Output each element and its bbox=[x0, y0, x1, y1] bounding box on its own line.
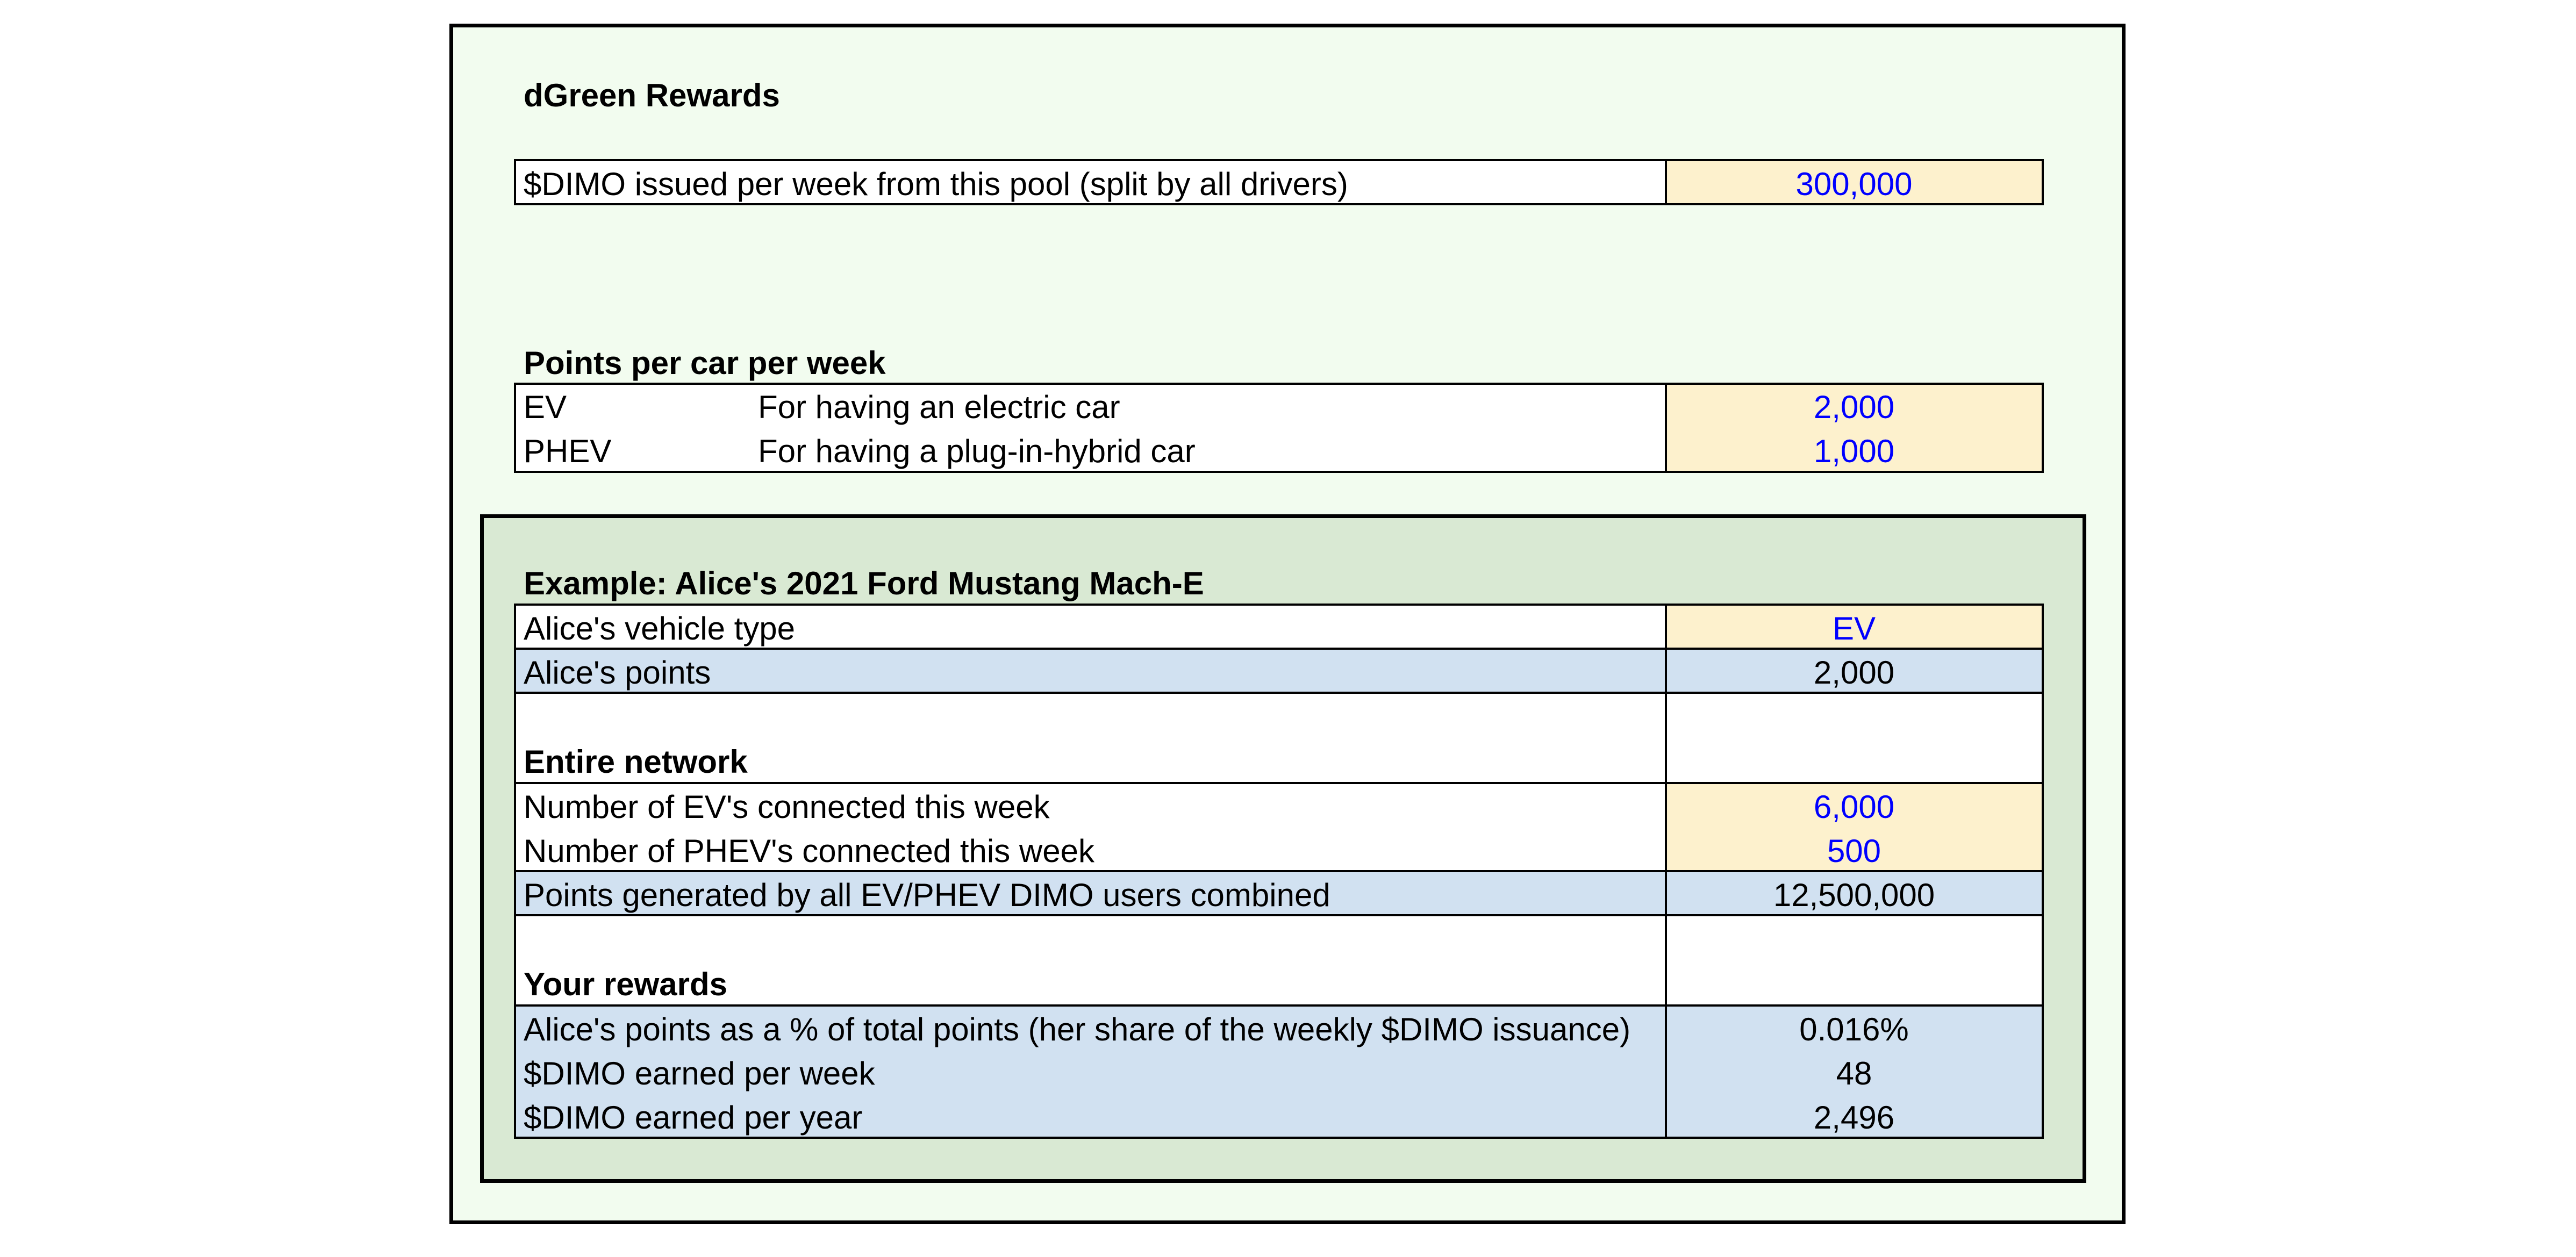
pool-value[interactable]: 300,000 bbox=[1795, 166, 1913, 202]
rewards-values bbox=[1665, 1004, 2044, 1139]
total-points-label: Points generated by all EV/PHEV DIMO use… bbox=[524, 877, 1330, 913]
points-row-type: EV bbox=[524, 389, 567, 425]
points-table-labels bbox=[514, 383, 1667, 473]
rewards-heading: Your rewards bbox=[524, 966, 728, 1002]
points-table-values[interactable] bbox=[1665, 383, 2044, 473]
example-heading: Example: Alice's 2021 Ford Mustang Mach-… bbox=[524, 565, 1204, 601]
points-row-value[interactable]: 1,000 bbox=[1813, 433, 1895, 469]
pool-value-cell[interactable] bbox=[1665, 159, 2044, 205]
points-row-description: For having a plug-in-hybrid car bbox=[758, 433, 1196, 469]
points-row-value[interactable]: 2,000 bbox=[1813, 389, 1895, 425]
year-earned-label: $DIMO earned per year bbox=[524, 1100, 863, 1136]
vehicle-type-label-cell bbox=[514, 604, 1667, 650]
total-points-value: 12,500,000 bbox=[1773, 877, 1935, 913]
ev-count-label: Number of EV's connected this week bbox=[524, 789, 1050, 825]
week-earned-value: 48 bbox=[1836, 1055, 1872, 1091]
phev-count-label: Number of PHEV's connected this week bbox=[524, 833, 1094, 869]
share-value: 0.016% bbox=[1799, 1011, 1909, 1047]
ev-count-value[interactable]: 6,000 bbox=[1813, 789, 1895, 825]
network-counts-values[interactable] bbox=[1665, 782, 2044, 872]
share-label: Alice's points as a % of total points (h… bbox=[524, 1011, 1631, 1047]
year-earned-value: 2,496 bbox=[1813, 1100, 1895, 1136]
week-earned-label: $DIMO earned per week bbox=[524, 1055, 875, 1091]
pool-label-cell bbox=[514, 159, 1667, 205]
points-row-description: For having an electric car bbox=[758, 389, 1120, 425]
alice-points-label: Alice's points bbox=[524, 655, 711, 691]
rewards-labels bbox=[514, 1004, 1667, 1139]
alice-points-label-cell bbox=[514, 648, 1667, 694]
network-heading-spacer bbox=[1665, 692, 2044, 784]
alice-points-value: 2,000 bbox=[1813, 655, 1895, 691]
vehicle-type-value-cell[interactable] bbox=[1665, 604, 2044, 650]
phev-count-value[interactable]: 500 bbox=[1827, 833, 1881, 869]
network-counts-labels bbox=[514, 782, 1667, 872]
vehicle-type-label: Alice's vehicle type bbox=[524, 610, 796, 647]
points-row-type: PHEV bbox=[524, 433, 612, 469]
vehicle-type-value[interactable]: EV bbox=[1832, 610, 1876, 647]
rewards-heading-spacer bbox=[1665, 914, 2044, 1007]
points-heading: Points per car per week bbox=[524, 345, 886, 381]
sheet-title: dGreen Rewards bbox=[524, 77, 780, 113]
pool-label: $DIMO issued per week from this pool (sp… bbox=[524, 166, 1348, 202]
network-heading: Entire network bbox=[524, 744, 748, 780]
